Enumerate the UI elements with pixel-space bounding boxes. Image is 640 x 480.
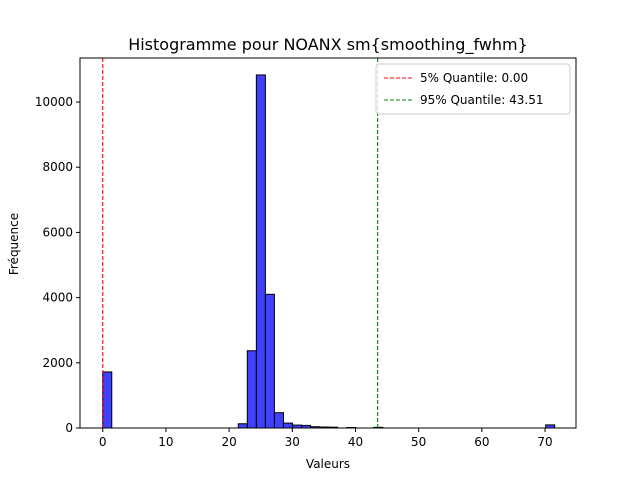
- y-tick-label: 2000: [42, 356, 73, 370]
- x-axis-label: Valeurs: [306, 457, 350, 471]
- y-tick-label: 4000: [42, 291, 73, 305]
- legend-label: 5% Quantile: 0.00: [420, 71, 528, 85]
- x-tick-label: 50: [411, 435, 426, 449]
- legend-label: 95% Quantile: 43.51: [420, 93, 543, 107]
- y-axis-label: Fréquence: [7, 213, 21, 275]
- bars-group: [102, 74, 556, 429]
- histogram-bar: [282, 422, 293, 429]
- y-tick-label: 6000: [42, 225, 73, 239]
- histogram-bar: [264, 293, 275, 429]
- chart-title: Histogramme pour NOANX sm{smoothing_fwhm…: [128, 35, 528, 55]
- x-tick-label: 10: [158, 435, 173, 449]
- plot-frame: [79, 57, 577, 429]
- x-tick-label: 20: [221, 435, 236, 449]
- histogram-bar: [273, 412, 284, 429]
- axes-group: 0 10 20 30 40 50 60 70 0 2000 4000 6000 8000 10000: [35, 57, 577, 449]
- y-tick-label: 0: [65, 421, 73, 435]
- x-tick-label: 30: [285, 435, 300, 449]
- x-tick-label: 0: [99, 435, 107, 449]
- histogram-bar: [255, 74, 266, 429]
- x-tick-label: 40: [348, 435, 363, 449]
- y-tick-label: 8000: [42, 160, 73, 174]
- x-tick-label: 70: [537, 435, 552, 449]
- histogram-bar: [246, 350, 257, 429]
- histogram-bar: [237, 423, 248, 429]
- histogram-bar: [102, 371, 113, 429]
- y-tick-label: 10000: [35, 95, 73, 109]
- x-tick-label: 60: [474, 435, 489, 449]
- legend-box: [375, 63, 571, 115]
- quantile-lines-group: [102, 58, 379, 428]
- legend: 5% Quantile: 0.00 95% Quantile: 43.51: [375, 63, 571, 115]
